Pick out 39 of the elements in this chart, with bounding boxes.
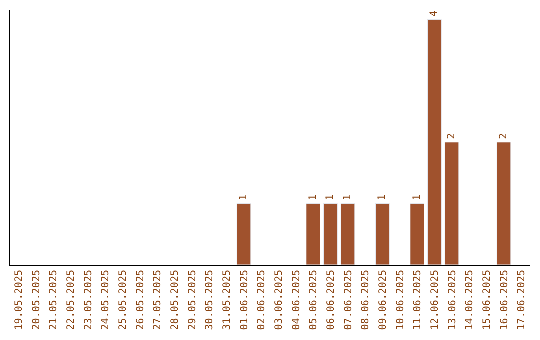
x-tick-label: 19.05.2025 (14, 270, 25, 330)
x-tick-label: 04.06.2025 (291, 270, 302, 330)
x-tick-label: 03.06.2025 (274, 270, 285, 330)
data-label: 1 (238, 194, 250, 201)
x-tick-label: 29.05.2025 (187, 270, 198, 330)
x-tick-label: 25.05.2025 (118, 270, 129, 330)
data-label: 1 (325, 194, 336, 201)
x-tick-label: 12.06.2025 (430, 270, 441, 330)
x-tick-label: 27.05.2025 (152, 270, 164, 330)
x-tick-label: 21.05.2025 (48, 270, 60, 330)
x-tick-label: 15.06.2025 (482, 270, 493, 330)
x-tick-label: 20.05.2025 (31, 270, 42, 330)
x-tick-label: 31.05.2025 (222, 270, 233, 330)
data-label: 1 (308, 194, 319, 201)
x-tick-label: 13.06.2025 (447, 270, 458, 330)
x-tick-label: 07.06.2025 (343, 270, 354, 330)
x-tick-label: 22.05.2025 (66, 270, 77, 330)
x-tick-label: 02.06.2025 (256, 270, 268, 330)
x-tick-label: 30.05.2025 (204, 270, 216, 330)
data-label: 1 (342, 194, 354, 201)
x-tick-label: 16.06.2025 (499, 270, 510, 330)
x-tick-label: 28.05.2025 (170, 270, 181, 330)
x-tick-label: 05.06.2025 (308, 270, 320, 330)
x-tick-label: 01.06.2025 (239, 270, 250, 330)
x-tick-label: 09.06.2025 (378, 270, 389, 330)
x-tick-label: 10.06.2025 (395, 270, 406, 330)
x-tick-label: 06.06.2025 (326, 270, 337, 330)
data-label: 4 (429, 10, 440, 17)
x-tick-label: 11.06.2025 (412, 270, 424, 330)
data-label: 1 (412, 194, 423, 201)
data-label: 2 (498, 133, 510, 140)
x-tick-label: 26.05.2025 (135, 270, 146, 330)
x-tick-label: 08.06.2025 (360, 270, 372, 330)
x-tick-label: 14.06.2025 (464, 270, 476, 330)
data-label: 1 (377, 194, 388, 201)
data-label: 2 (446, 133, 458, 140)
x-tick-label: 17.06.2025 (516, 270, 528, 330)
x-tick-label: 23.05.2025 (83, 270, 94, 330)
x-tick-label: 24.05.2025 (100, 270, 112, 330)
